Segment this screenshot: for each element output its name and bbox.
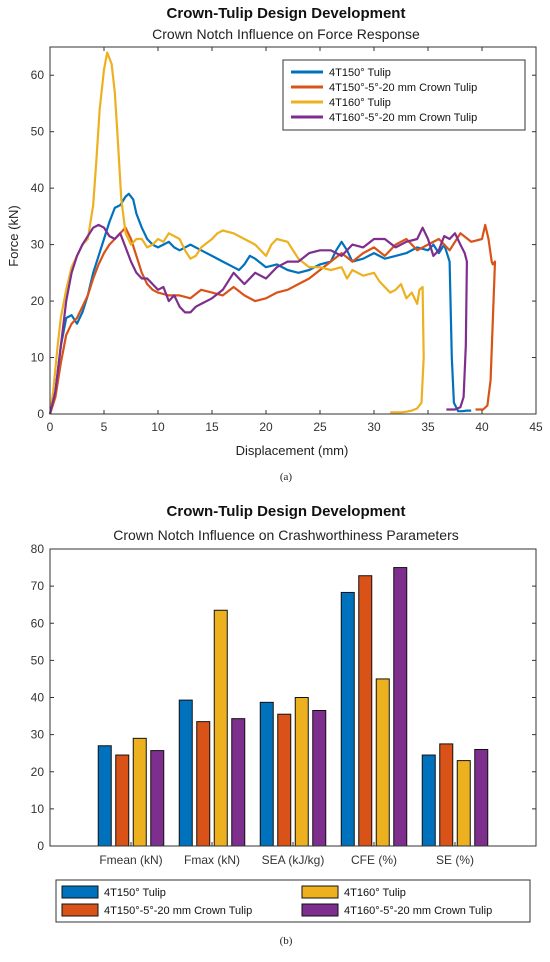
category-label: Fmax (kN)	[184, 853, 240, 867]
legend-label: 4T160°-5°-20 mm Crown Tulip	[344, 905, 492, 917]
y-tick-label: 0	[37, 407, 44, 421]
y-tick-label: 70	[31, 579, 45, 593]
legend-swatch	[301, 885, 339, 899]
bar-4	[312, 709, 327, 847]
bar-3	[213, 609, 228, 847]
legend-swatch	[61, 903, 99, 917]
y-tick-label: 0	[37, 839, 44, 853]
legend-label: 4T150° Tulip	[329, 67, 391, 79]
x-tick-label: 5	[101, 420, 108, 434]
x-tick-label: 30	[367, 420, 381, 434]
y-tick-label: 30	[31, 238, 45, 252]
series-line-1	[48, 192, 472, 415]
chart-a-x-axis-label: Displacement (mm)	[236, 443, 349, 458]
y-tick-label: 20	[31, 294, 45, 308]
bar-1	[340, 591, 355, 847]
bar-1	[178, 699, 193, 847]
bar-2	[439, 743, 454, 847]
bar-3	[294, 697, 309, 847]
bar-4	[393, 567, 408, 847]
legend-label: 4T150°-5°-20 mm Crown Tulip	[329, 82, 477, 94]
series-line-2	[48, 223, 497, 415]
chart-b-subtitle: Crown Notch Influence on Crashworthiness…	[113, 527, 459, 543]
y-tick-label: 80	[31, 542, 45, 556]
bar-2	[358, 575, 373, 847]
y-tick-label: 50	[31, 125, 45, 139]
bar-3	[456, 760, 471, 847]
bar-1	[259, 701, 274, 847]
bar-2	[196, 721, 211, 847]
category-label: SE (%)	[436, 853, 474, 867]
category-label: CFE (%)	[351, 853, 397, 867]
y-tick-label: 60	[31, 68, 45, 82]
y-tick-label: 20	[31, 765, 45, 779]
bar-1	[97, 745, 112, 847]
bar-4	[231, 718, 246, 847]
chart-a-axes: 0 5 10 15 20 25 30 35 40 45 0 10 20 30 40 50 60	[31, 46, 543, 434]
legend-label: 4T150° Tulip	[104, 887, 166, 899]
chart-a-title: Crown-Tulip Design Development	[167, 5, 406, 22]
bar-3	[132, 737, 147, 847]
legend-label: 4T150°-5°-20 mm Crown Tulip	[104, 905, 252, 917]
legend-box	[282, 59, 526, 131]
y-tick-label: 10	[31, 802, 45, 816]
x-tick-label: 35	[421, 420, 435, 434]
series-line-4	[48, 223, 468, 415]
x-tick-label: 10	[151, 420, 165, 434]
chart-a-y-axis-label: Force (kN)	[6, 205, 21, 266]
y-tick-label: 50	[31, 653, 45, 667]
legend-swatch	[61, 885, 99, 899]
chart-b-legend: 4T150° Tulip 4T150°-5°-20 mm Crown Tulip 4…	[55, 879, 531, 923]
x-tick-label: 40	[475, 420, 489, 434]
category-label: SEA (kJ/kg)	[262, 853, 325, 867]
series-line-3	[48, 51, 425, 415]
x-tick-label: 25	[313, 420, 327, 434]
y-tick-label: 60	[31, 616, 45, 630]
y-tick-label: 40	[31, 181, 45, 195]
legend-label: 4T160° Tulip	[344, 887, 406, 899]
bar-2	[277, 713, 292, 847]
y-tick-label: 30	[31, 728, 45, 742]
legend-label: 4T160°-5°-20 mm Crown Tulip	[329, 112, 477, 124]
bar-1	[421, 754, 436, 847]
category-label: Fmean (kN)	[99, 853, 162, 867]
y-tick-label: 10	[31, 351, 45, 365]
x-tick-label: 15	[205, 420, 219, 434]
bar-2	[115, 754, 130, 847]
chart-b-title: Crown-Tulip Design Development	[167, 503, 406, 520]
legend-box	[55, 879, 531, 923]
force-response-chart: Crown-Tulip Design Development Crown Not…	[6, 5, 543, 483]
legend-label: 4T160° Tulip	[329, 97, 391, 109]
chart-a-legend: 4T150° Tulip 4T150°-5°-20 mm Crown Tulip 4…	[282, 59, 526, 131]
chart-b-axes: Fmean (kN) Fmax (kN) SEA (kJ/kg) CFE (%) SE …	[31, 542, 537, 867]
x-tick-label: 20	[259, 420, 273, 434]
chart-a-plot-area	[48, 51, 497, 415]
chart-b-plot-area	[97, 567, 489, 847]
legend-swatch	[301, 903, 339, 917]
bar-3	[375, 678, 390, 847]
chart-b-caption: (b)	[280, 935, 293, 947]
y-tick-label: 40	[31, 691, 45, 705]
bar-4	[150, 750, 165, 847]
x-tick-label: 45	[529, 420, 543, 434]
crashworthiness-bar-chart: Crown-Tulip Design Development Crown Not…	[31, 503, 537, 947]
chart-a-frame	[49, 46, 537, 415]
bar-4	[474, 748, 489, 847]
chart-a-subtitle: Crown Notch Influence on Force Response	[152, 26, 420, 42]
x-tick-label: 0	[47, 420, 54, 434]
chart-a-caption: (a)	[280, 471, 293, 483]
